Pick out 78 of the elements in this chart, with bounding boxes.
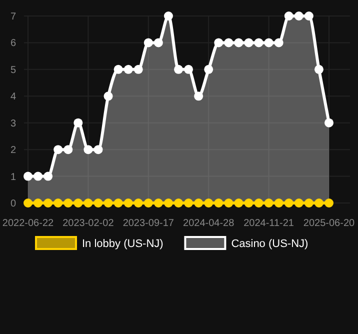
point <box>204 198 214 208</box>
legend-label: In lobby (US-NJ) <box>82 238 164 250</box>
x-tick-label: 2024-11-21 <box>244 218 294 229</box>
point <box>44 172 53 181</box>
legend-label: Casino (US-NJ) <box>231 238 308 250</box>
point <box>124 64 133 74</box>
point <box>34 198 43 208</box>
y-tick-label: 4 <box>10 92 16 103</box>
y-tick-label: 6 <box>10 38 16 50</box>
point <box>284 12 294 20</box>
point <box>254 38 264 48</box>
point <box>74 118 83 128</box>
point <box>154 38 163 48</box>
point <box>184 64 194 74</box>
point <box>214 38 224 48</box>
y-tick-label: 2 <box>10 145 16 156</box>
point <box>234 38 244 48</box>
point <box>294 12 304 20</box>
point <box>284 198 294 208</box>
point <box>164 198 173 208</box>
point <box>304 12 314 20</box>
x-tick-label: 2025-06-20 <box>303 218 356 229</box>
point <box>64 145 73 154</box>
x-tick-label: 2023-09-17 <box>122 218 174 229</box>
point <box>54 145 63 154</box>
point <box>264 198 274 208</box>
point <box>324 198 334 208</box>
y-tick-label: 5 <box>10 64 16 76</box>
point <box>54 198 63 208</box>
point <box>134 198 143 208</box>
point <box>204 64 214 74</box>
point <box>254 198 264 208</box>
point <box>64 198 73 208</box>
point <box>84 145 93 154</box>
y-tick-label: 3 <box>10 118 16 130</box>
point <box>314 64 324 74</box>
point <box>34 172 43 181</box>
point <box>224 198 234 208</box>
point <box>194 198 204 208</box>
x-tick-label: 2023-02-02 <box>62 218 114 229</box>
point <box>24 172 32 181</box>
point <box>264 38 274 48</box>
point <box>24 198 32 208</box>
point <box>224 38 234 48</box>
x-tick-label: 2022-06-22 <box>2 218 54 229</box>
point <box>104 198 113 208</box>
point <box>44 198 53 208</box>
point <box>184 198 194 208</box>
point <box>144 198 153 208</box>
point <box>164 12 173 20</box>
point <box>124 198 133 208</box>
point <box>74 198 83 208</box>
point <box>244 38 254 48</box>
point <box>154 198 163 208</box>
point <box>274 198 284 208</box>
point <box>214 198 224 208</box>
point <box>274 38 284 48</box>
point <box>94 145 103 154</box>
point <box>84 198 93 208</box>
point <box>114 64 123 74</box>
y-tick-label: 0 <box>10 198 16 210</box>
point <box>134 64 143 74</box>
point <box>144 38 153 48</box>
point <box>174 198 183 208</box>
point <box>174 64 183 74</box>
point <box>324 118 334 128</box>
point <box>304 198 314 208</box>
y-tick-label: 1 <box>10 172 16 183</box>
point <box>94 198 103 208</box>
point <box>314 198 324 208</box>
point <box>104 92 113 101</box>
point <box>294 198 304 208</box>
point <box>244 198 254 208</box>
y-tick-label: 7 <box>10 12 16 22</box>
point <box>194 92 204 101</box>
point <box>234 198 244 208</box>
x-tick-label: 2024-04-28 <box>183 218 235 229</box>
point <box>114 198 123 208</box>
